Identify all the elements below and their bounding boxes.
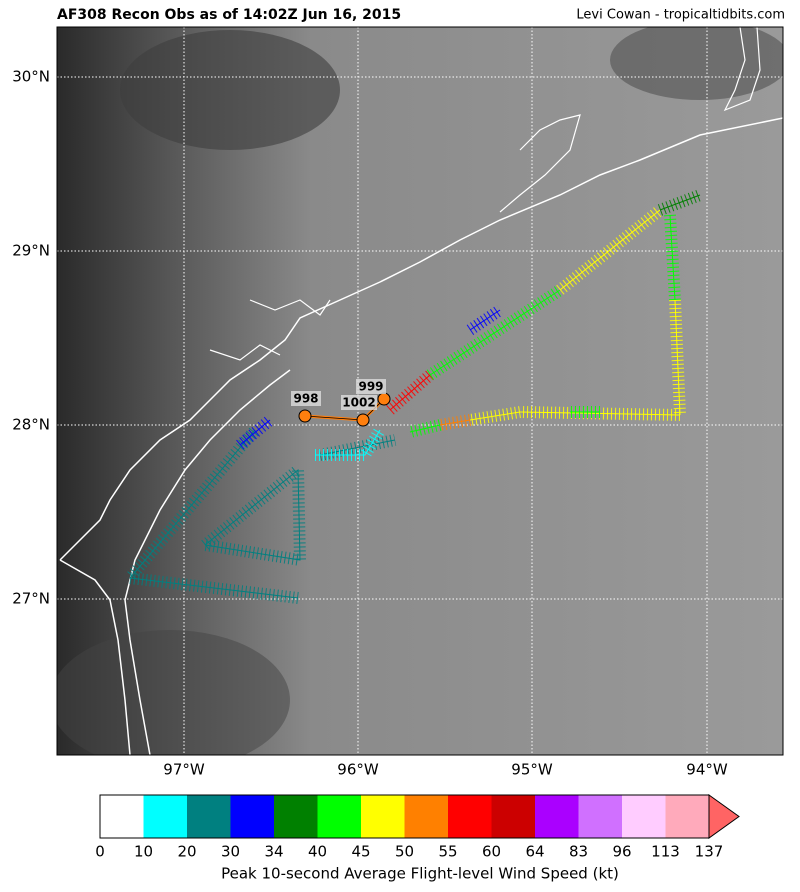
- cloud-shade: [57, 630, 290, 755]
- colorbar-label: Peak 10-second Average Flight-level Wind…: [221, 865, 619, 883]
- center-fix: [356, 413, 370, 427]
- flight-path: [659, 194, 701, 211]
- lon-label: 94°W: [686, 761, 728, 779]
- cloud-shade: [610, 27, 783, 100]
- center-fix: [377, 392, 391, 406]
- wind-barbs: [118, 189, 703, 604]
- flight-path: [409, 424, 441, 433]
- colorbar-tick-label: 96: [612, 843, 631, 861]
- flight-path: [559, 209, 661, 291]
- colorbar-segment: [404, 795, 448, 838]
- coastline: [59, 559, 131, 755]
- bay-shoreline: [499, 114, 581, 213]
- colorbar-segment: [535, 795, 579, 838]
- colorbar-tick-label: 30: [221, 843, 240, 861]
- map-frame: [56, 26, 784, 756]
- pressure-label: 1002: [342, 396, 375, 410]
- label-box: [341, 395, 377, 410]
- colorbar-segment: [143, 795, 187, 838]
- coastline: [59, 117, 783, 561]
- axes-labels: 30°N 29°N 28°N 27°N 97°W 96°W 95°W 94°W: [12, 68, 728, 779]
- title: AF308 Recon Obs as of 14:02Z Jun 16, 201…: [57, 7, 401, 23]
- flight-path: [439, 419, 471, 426]
- colorbar-segment: [361, 795, 405, 838]
- flight-path: [315, 429, 381, 456]
- colorbar-tick-label: 55: [438, 843, 457, 861]
- barrier-island: [124, 369, 291, 755]
- flight-path: [429, 289, 561, 376]
- lat-label: 29°N: [12, 242, 50, 260]
- map-area: 998 1002 999: [57, 27, 783, 755]
- colorbar-segment: [317, 795, 361, 838]
- lon-label: 97°W: [163, 761, 205, 779]
- colorbar-segment: [665, 795, 709, 838]
- flight-path: [239, 419, 271, 446]
- colorbar-frame: [99, 794, 710, 839]
- bay-shoreline: [209, 344, 281, 361]
- colorbar-segment: [491, 795, 535, 838]
- lon-label: 96°W: [337, 761, 379, 779]
- colorbar-segment: [274, 795, 318, 838]
- colorbar-tick-label: 10: [134, 843, 153, 861]
- flight-path: [469, 411, 521, 421]
- lon-label: 95°W: [511, 761, 553, 779]
- label-box: [356, 379, 386, 394]
- flight-path: [204, 468, 301, 561]
- flight-path: [469, 309, 501, 331]
- flight-path: [129, 429, 299, 599]
- cloud-shade: [120, 30, 340, 150]
- label-box: [291, 391, 321, 406]
- flight-path: [669, 214, 676, 301]
- colorbar-tick-label: 45: [351, 843, 370, 861]
- lat-label: 27°N: [12, 590, 50, 608]
- bay-shoreline: [249, 299, 331, 316]
- flight-path: [389, 374, 431, 411]
- flight-path: [319, 439, 396, 456]
- colorbar-tick-label: 0: [95, 843, 105, 861]
- colorbar-segment: [230, 795, 274, 838]
- credit: Levi Cowan - tropicaltidbits.com: [576, 8, 785, 23]
- colorbar-tick-label: 34: [264, 843, 283, 861]
- colorbar-segment: [187, 795, 231, 838]
- colorbar-segment: [622, 795, 666, 838]
- colorbar-tick-label: 137: [695, 843, 724, 861]
- lat-label: 30°N: [12, 68, 50, 86]
- colorbar-tick-label: 113: [651, 843, 680, 861]
- colorbar-segment: [100, 795, 144, 838]
- colorbar: 0 10 20 30 34 40 45 50 55 60 64 83 96 113 137: [95, 794, 740, 861]
- pressure-label: 999: [358, 380, 383, 394]
- colorbar-tick-label: 64: [525, 843, 544, 861]
- colorbar-extension: [708, 794, 740, 839]
- colorbar-tick-label: 40: [308, 843, 327, 861]
- colorbar-tick-label: 50: [395, 843, 414, 861]
- colorbar-segment: [448, 795, 492, 838]
- center-fix: [298, 409, 312, 423]
- colorbar-tick-label: 83: [569, 843, 588, 861]
- colorbar-segment: [578, 795, 622, 838]
- lat-label: 28°N: [12, 416, 50, 434]
- lake-shoreline: [723, 27, 761, 112]
- colorbar-tick-label: 20: [177, 843, 196, 861]
- flight-path: [674, 299, 681, 416]
- pressure-label: 998: [293, 392, 318, 406]
- colorbar-tick-label: 60: [482, 843, 501, 861]
